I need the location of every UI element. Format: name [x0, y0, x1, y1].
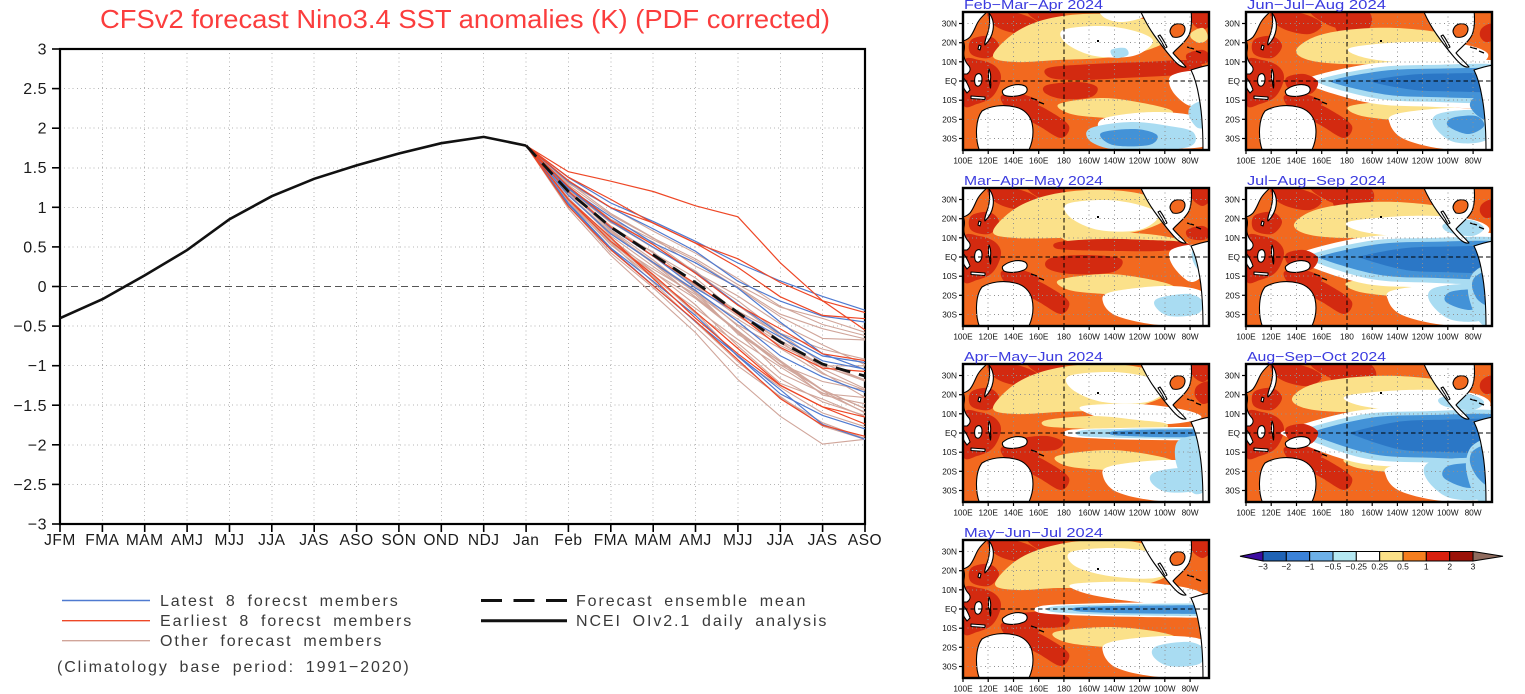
svg-text:3: 3 [38, 42, 47, 59]
svg-text:0.5: 0.5 [23, 239, 47, 256]
svg-text:SON: SON [381, 532, 416, 549]
svg-text:Feb: Feb [554, 532, 582, 549]
svg-text:−0.25: −0.25 [1346, 562, 1368, 572]
svg-text:Other forecast members: Other forecast members [160, 633, 383, 650]
svg-text:−1.5: −1.5 [13, 398, 47, 415]
svg-text:0.25: 0.25 [1371, 562, 1388, 572]
svg-text:AMJ: AMJ [679, 532, 712, 549]
svg-text:1.5: 1.5 [23, 160, 47, 177]
svg-text:May−Jun−Jul 2024: May−Jun−Jul 2024 [964, 525, 1103, 540]
svg-text:−0.5: −0.5 [13, 319, 47, 336]
svg-text:ASO: ASO [848, 532, 882, 549]
svg-text:Forecast ensemble mean: Forecast ensemble mean [576, 593, 807, 610]
svg-text:−2: −2 [1281, 562, 1291, 572]
svg-text:1: 1 [1424, 562, 1429, 572]
svg-text:Jun−Jul−Aug 2024: Jun−Jul−Aug 2024 [1247, 0, 1386, 12]
svg-text:MAM: MAM [634, 532, 672, 549]
svg-text:CFSv2 forecast Nino3.4 SST ano: CFSv2 forecast Nino3.4 SST anomalies (K)… [100, 4, 830, 34]
svg-text:NCEI OIv2.1 daily analysis: NCEI OIv2.1 daily analysis [576, 613, 828, 630]
svg-text:Jan: Jan [513, 532, 540, 549]
svg-text:ASO: ASO [339, 532, 373, 549]
svg-text:AMJ: AMJ [171, 532, 204, 549]
svg-text:2.5: 2.5 [23, 81, 47, 98]
svg-text:NDJ: NDJ [468, 532, 500, 549]
svg-text:Aug−Sep−Oct 2024: Aug−Sep−Oct 2024 [1247, 349, 1386, 364]
svg-text:Earliest 8 forecst members: Earliest 8 forecst members [160, 613, 413, 630]
svg-text:3: 3 [1471, 562, 1476, 572]
svg-text:Feb−Mar−Apr 2024: Feb−Mar−Apr 2024 [964, 0, 1103, 12]
svg-text:MAM: MAM [126, 532, 164, 549]
svg-text:(Climatology base period: 1991: (Climatology base period: 1991−2020) [57, 659, 411, 676]
svg-text:Jul−Aug−Sep 2024: Jul−Aug−Sep 2024 [1247, 173, 1386, 188]
svg-text:JFM: JFM [44, 532, 76, 549]
svg-text:JAS: JAS [808, 532, 838, 549]
svg-text:MJJ: MJJ [723, 532, 753, 549]
svg-text:−1: −1 [1305, 562, 1315, 572]
svg-text:0.5: 0.5 [1397, 562, 1409, 572]
svg-text:Mar−Apr−May 2024: Mar−Apr−May 2024 [964, 173, 1103, 188]
svg-text:Apr−May−Jun 2024: Apr−May−Jun 2024 [964, 349, 1103, 364]
svg-text:−3: −3 [1258, 562, 1268, 572]
svg-text:−3: −3 [28, 517, 47, 534]
svg-text:FMA: FMA [85, 532, 119, 549]
svg-text:2: 2 [38, 121, 47, 138]
svg-text:−2: −2 [28, 437, 47, 454]
svg-text:Latest 8 forecst members: Latest 8 forecst members [160, 593, 400, 610]
svg-text:2: 2 [1447, 562, 1452, 572]
svg-text:−1: −1 [28, 358, 47, 375]
svg-text:OND: OND [423, 532, 459, 549]
svg-text:−2.5: −2.5 [13, 477, 47, 494]
svg-text:JAS: JAS [299, 532, 329, 549]
svg-text:−0.5: −0.5 [1325, 562, 1342, 572]
svg-text:JJA: JJA [767, 532, 795, 549]
svg-text:0: 0 [38, 279, 47, 296]
svg-text:JJA: JJA [258, 532, 286, 549]
svg-text:FMA: FMA [594, 532, 628, 549]
svg-text:MJJ: MJJ [215, 532, 245, 549]
svg-text:1: 1 [38, 200, 47, 217]
